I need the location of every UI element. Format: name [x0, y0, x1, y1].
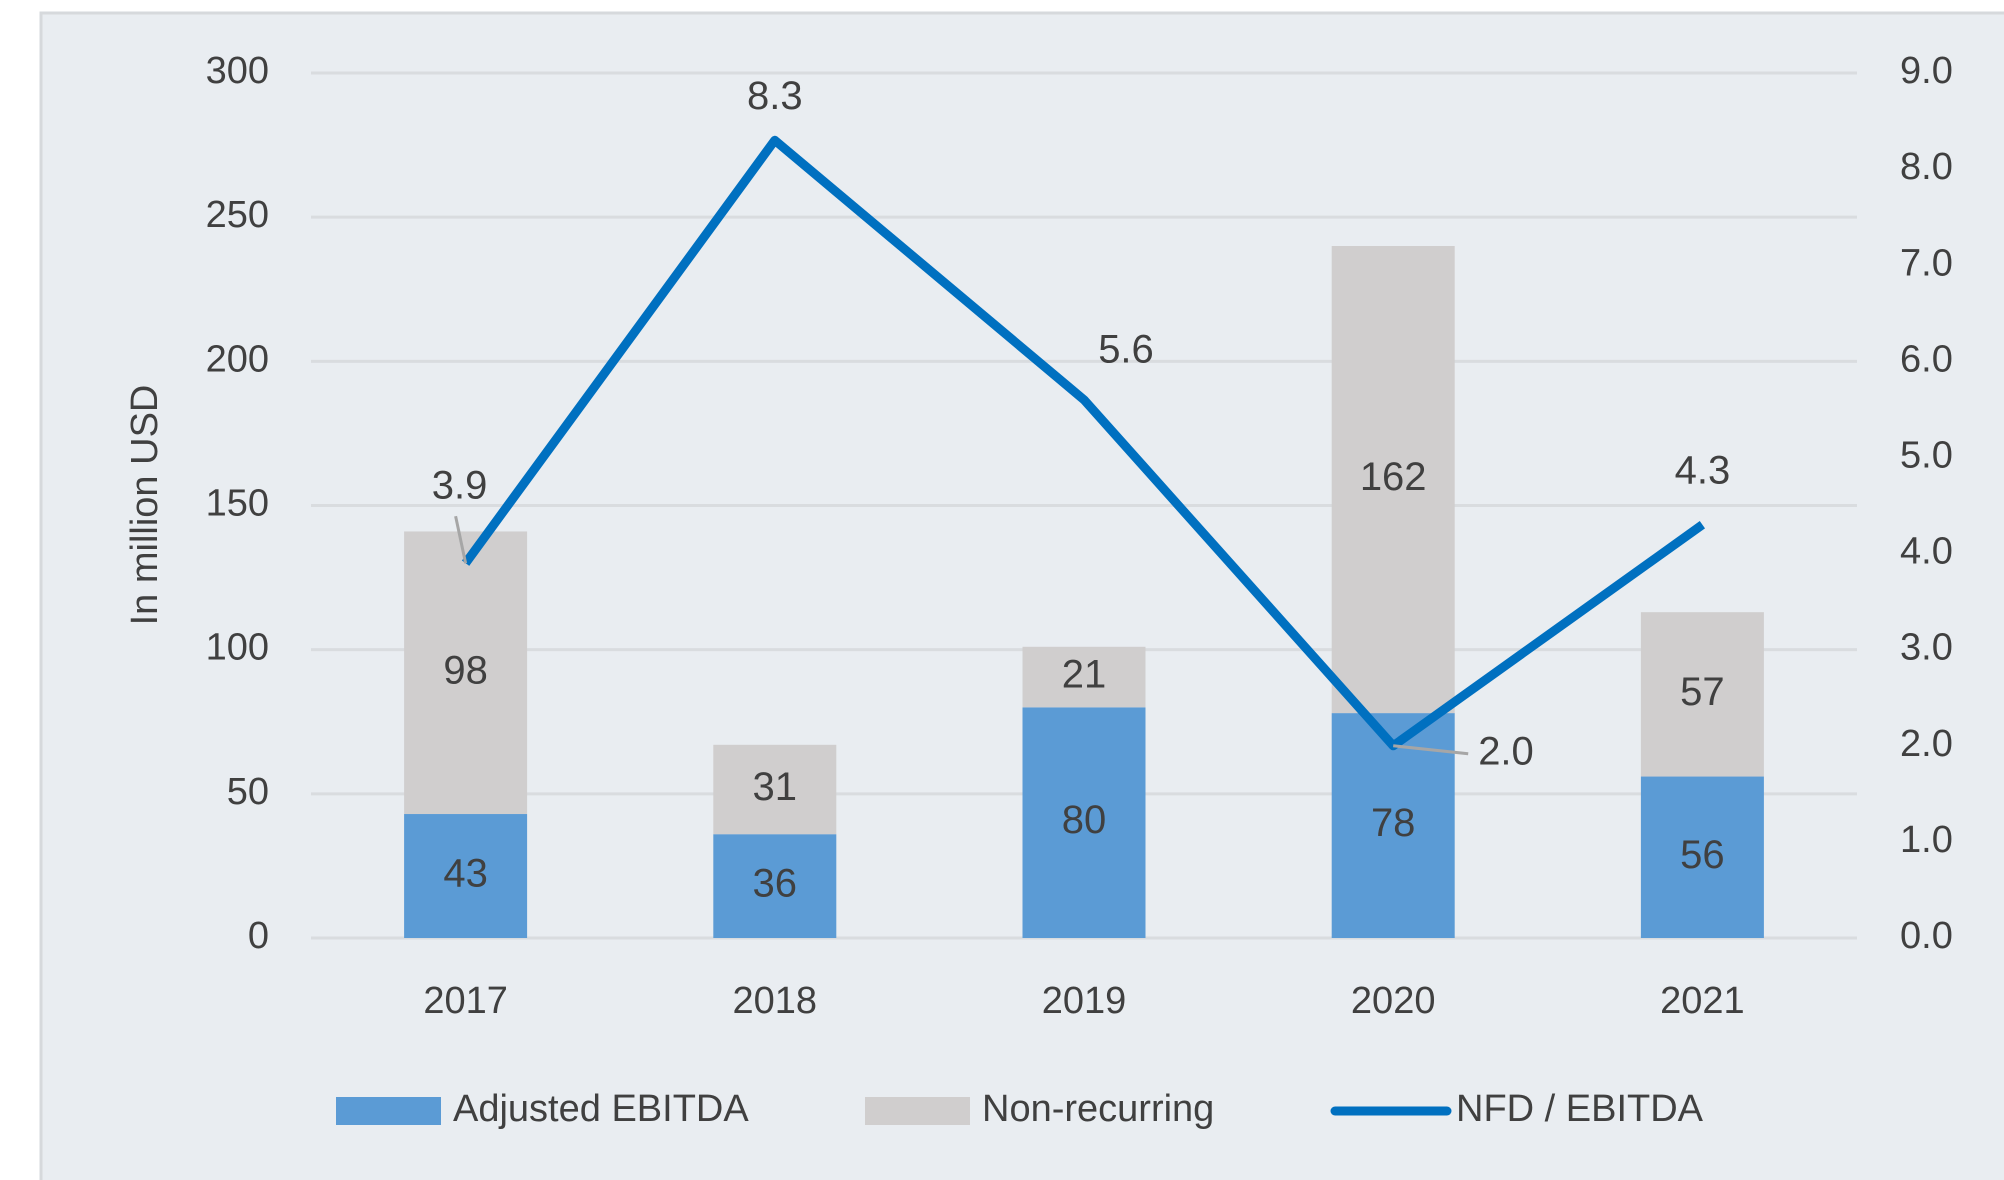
legend-label: Adjusted EBITDA	[453, 1088, 749, 1130]
legend-swatch	[336, 1097, 441, 1125]
y2-tick-label: 6.0	[1900, 338, 1953, 380]
y2-tick-label: 1.0	[1900, 819, 1953, 861]
y-tick-label: 0	[248, 915, 269, 957]
y2-tick-label: 2.0	[1900, 723, 1953, 765]
y-axis-label: In million USD	[124, 385, 166, 626]
data-label: 57	[1680, 670, 1725, 714]
data-label: 162	[1360, 455, 1427, 499]
data-label: 5.6	[1098, 327, 1154, 371]
data-label: 2.0	[1478, 729, 1534, 773]
y-tick-label: 250	[206, 194, 269, 236]
y-tick-label: 300	[206, 50, 269, 92]
x-tick-label: 2017	[423, 980, 508, 1022]
y2-tick-label: 0.0	[1900, 915, 1953, 957]
bar-segment	[713, 744, 837, 835]
data-label: 80	[1062, 798, 1107, 842]
y2-tick-label: 4.0	[1900, 531, 1953, 573]
data-label: 31	[753, 765, 798, 809]
x-tick-label: 2021	[1660, 980, 1745, 1022]
y2-tick-label: 3.0	[1900, 627, 1953, 669]
y2-tick-label: 5.0	[1900, 434, 1953, 476]
data-label: 21	[1062, 653, 1107, 697]
data-label: 78	[1371, 801, 1416, 845]
x-tick-label: 2020	[1351, 980, 1436, 1022]
bar-segment	[1022, 707, 1146, 938]
legend-swatch	[865, 1097, 970, 1125]
x-tick-label: 2018	[733, 980, 818, 1022]
y2-tick-label: 9.0	[1900, 50, 1953, 92]
bar-segment	[1022, 646, 1146, 708]
bar-segment	[1640, 776, 1764, 938]
legend-label: Non-recurring	[982, 1088, 1214, 1130]
y-tick-label: 150	[206, 483, 269, 525]
y2-tick-label: 8.0	[1900, 146, 1953, 188]
y2-tick-label: 7.0	[1900, 242, 1953, 284]
bar-segment	[404, 814, 528, 938]
bar-segment	[1640, 612, 1764, 777]
data-label: 3.9	[432, 464, 488, 508]
y-tick-label: 50	[227, 771, 269, 813]
bar-segment	[404, 531, 528, 815]
line-series	[461, 135, 1706, 751]
legend-label: NFD / EBITDA	[1456, 1088, 1704, 1130]
data-label: 43	[443, 852, 488, 896]
data-label: 56	[1680, 833, 1725, 877]
data-label: 4.3	[1675, 448, 1731, 492]
bar-segment	[713, 834, 837, 938]
data-label: 8.3	[747, 74, 803, 118]
y-tick-label: 200	[206, 338, 269, 380]
bar-segment	[1331, 246, 1455, 714]
data-label: 98	[443, 648, 488, 692]
data-label: 36	[753, 862, 798, 906]
y-tick-label: 100	[206, 627, 269, 669]
chart-frame	[39, 11, 2004, 1180]
leader-line	[1393, 744, 1469, 756]
leader-line	[454, 515, 468, 564]
x-tick-label: 2019	[1042, 980, 1127, 1022]
